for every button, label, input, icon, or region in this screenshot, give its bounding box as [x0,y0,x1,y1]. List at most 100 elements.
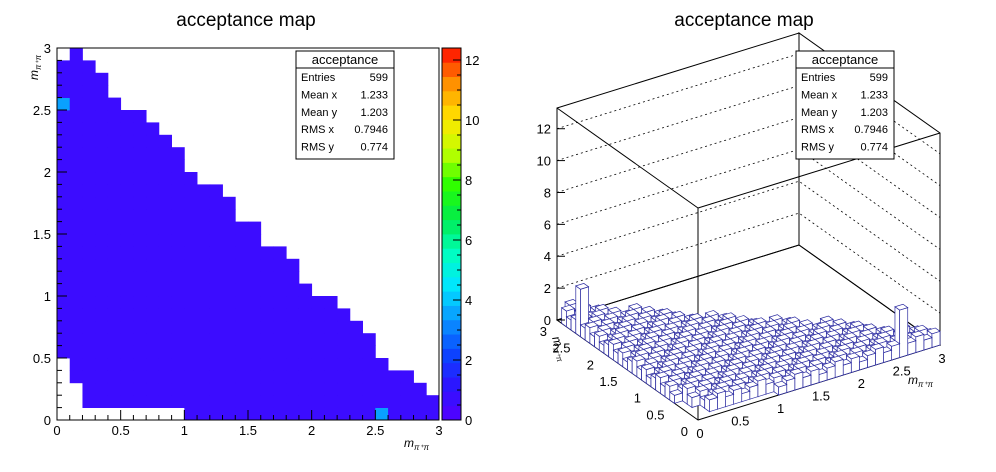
y-tick-label: 0.5 [33,351,51,366]
heatmap-cell [69,370,83,384]
heatmap-cell [158,258,172,272]
heatmap-cell [171,320,185,334]
heatmap-cell [57,271,71,284]
heatmap-cell [146,283,160,297]
left-axis-ticks: 0 0.5 1 1.5 2 2.5 3 0 0.5 1 1.5 2 2.5 3 [33,41,443,438]
heatmap-cell [146,333,160,346]
colorbar-segment [442,362,461,378]
stats-row-label: RMS x [801,124,835,136]
heatmap-cell [324,407,338,421]
heatmap-cell [146,159,160,173]
heatmap-cell [171,147,185,160]
heatmap-cell [171,221,185,235]
colorbar-segment [442,248,461,264]
stats-row-label: Entries [301,72,336,84]
heatmap-cell [349,395,363,408]
heatmap-cell [197,234,211,247]
heatmap-cell [133,221,147,235]
heatmap-cell [286,358,300,371]
colorbar-frame [441,47,462,421]
heatmap-cell [197,308,211,322]
heatmap-cell [184,296,198,309]
heatmap-cell [273,271,287,284]
heatmap-cell [146,308,160,322]
heatmap-cell [69,72,83,86]
heatmap-cell [413,395,427,408]
heatmap-cell [248,382,262,396]
heatmap-cell [260,271,274,284]
stats-row-label: RMS y [301,142,335,154]
right-lego-panel: acceptance map 02468101200.511.522.5300.… [537,10,946,441]
heatmap-cell [222,246,236,260]
heatmap-cell [324,382,338,396]
heatmap-cell [120,172,134,185]
left-y-axis-label: mπ⁺π [27,54,43,80]
heatmap-cell [146,345,160,359]
right-title: acceptance map [674,10,813,31]
y-tick-label: 3 [44,41,51,56]
heatmap-cell [146,234,160,247]
heatmap-cell [82,159,96,173]
heatmap-cell [260,296,274,309]
heatmap-cell [107,382,122,396]
heatmap-cell [235,271,249,284]
lego-z-tick-label: 0 [544,313,551,328]
heatmap-cell [107,172,122,185]
heatmap-cell [82,60,96,74]
y-tick-label: 1.5 [33,227,51,242]
heatmap-cell [260,395,274,408]
heatmap-cell [69,85,83,98]
heatmap-cell [69,358,83,371]
heatmap-cell [324,296,338,309]
heatmap-cell [133,382,147,396]
heatmap-cell [82,122,96,136]
colorbar-tick-label: 12 [465,53,479,68]
heatmap-cell [69,122,83,136]
heatmap-cell [235,370,249,384]
heatmap-cell [57,196,71,210]
heatmap-cell [197,333,211,346]
heatmap-cell [248,370,262,384]
lego-z-tick-label: 12 [537,122,551,137]
heatmap-cell [82,333,96,346]
left-x-axis-label: mπ⁺π [404,436,430,452]
lego-top-edge [697,132,941,209]
colorbar-segment [442,391,461,407]
heatmap-cell [197,184,211,198]
heatmap-cell [197,358,211,371]
heatmap-cell [260,258,274,272]
heatmap-cell [133,184,147,198]
heatmap-cell [311,370,325,384]
heatmap-cell [426,407,440,421]
heatmap-cell [95,234,109,247]
colorbar-segment [442,191,461,206]
lego-z-tick-label: 10 [537,154,551,169]
stats-row-value: 599 [370,72,388,84]
heatmap-cell [57,221,71,235]
heatmap-cell [349,407,363,421]
heatmap-cell [146,382,160,396]
heatmap-cell [400,407,414,421]
heatmap-cell [82,134,96,148]
heatmap-cell [107,134,122,148]
heatmap-cell [311,407,325,421]
colorbar-segment [442,62,461,78]
heatmap-cell [235,283,249,297]
heatmap-cell [324,333,338,346]
stats-row-label: Mean y [801,107,838,119]
heatmap-cell [82,283,96,297]
heatmap-cell [69,246,83,260]
heatmap-cell [82,370,96,384]
colorbar-segment [442,405,461,421]
heatmap-cell [146,209,160,222]
heatmap-cell [209,382,223,396]
heatmap-cell [95,370,109,384]
heatmap-cell [222,382,236,396]
heatmap-cell [248,407,262,421]
heatmap-cell [171,296,185,309]
heatmap-cell [337,333,351,346]
heatmap-cell [362,370,376,384]
colorbar-tick-label: 10 [465,113,479,128]
colorbar-segment [442,276,461,292]
colorbar-tick-label: 4 [465,293,472,308]
